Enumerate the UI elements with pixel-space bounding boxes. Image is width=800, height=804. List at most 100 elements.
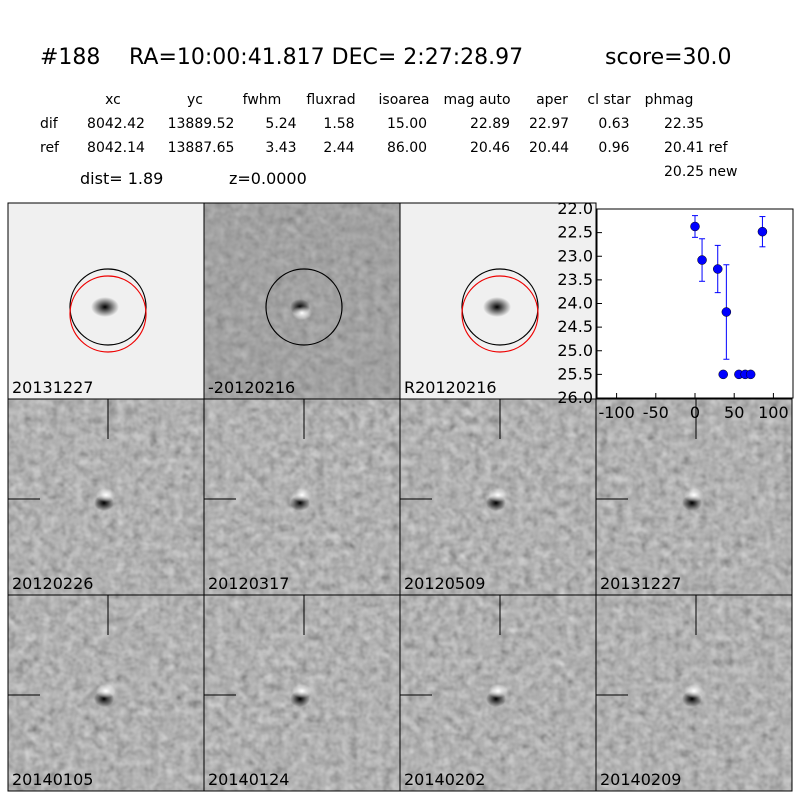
column-header: cl star xyxy=(587,92,630,108)
y-tick-label: 24.5 xyxy=(557,317,593,336)
stamp-label: 20120317 xyxy=(208,574,289,593)
cell: 86.00 xyxy=(387,140,427,156)
stamp-label: 20140202 xyxy=(404,770,485,789)
cell: 8042.42 xyxy=(87,116,145,132)
new-circle xyxy=(461,275,539,353)
cell: 0.96 xyxy=(598,140,629,156)
stamp: 20120226 xyxy=(7,398,205,596)
stamp-label: 20120226 xyxy=(12,574,93,593)
stamp-label: 20140105 xyxy=(12,770,93,789)
stamp: 20140202 xyxy=(399,594,597,792)
dist: dist= 1.89 xyxy=(80,169,163,188)
column-header: mag auto xyxy=(443,92,510,108)
point xyxy=(718,369,728,380)
stamp-label: 20120509 xyxy=(404,574,485,593)
light-blob xyxy=(684,684,704,698)
cell: 8042.14 xyxy=(87,140,145,156)
point xyxy=(745,369,756,380)
y-tick-label: 25.5 xyxy=(557,364,593,383)
stamp: 20131227 xyxy=(7,202,205,400)
stamp-label: -20120216 xyxy=(208,378,295,397)
cell: 1.58 xyxy=(323,116,354,132)
point xyxy=(721,307,732,317)
y-tick-label: 23.5 xyxy=(557,270,593,289)
lightcurve: 22.0 22.5 23.0 23.5 24.0 24.5 25.0 25.5 26.0 -100… xyxy=(557,199,794,422)
stamp: R20120216 xyxy=(399,202,597,400)
cell: 20.41 ref xyxy=(664,140,729,156)
stamps: 20131227 -20120216 R20120216 20120226 201203… xyxy=(7,202,793,792)
row-label: dif xyxy=(40,116,59,132)
column-header: xc xyxy=(105,92,121,108)
stamp-label: 20140209 xyxy=(600,770,681,789)
stamp: 20140209 xyxy=(595,594,793,792)
light-blob xyxy=(684,488,704,502)
column-header: fluxrad xyxy=(306,92,355,108)
stamp-label: 20140124 xyxy=(208,770,289,789)
stamp: 20120509 xyxy=(399,398,597,596)
source xyxy=(483,297,511,317)
y-tick-label: 25.0 xyxy=(557,341,593,360)
light-blob xyxy=(292,306,312,320)
y-tick-label: 22.5 xyxy=(557,223,593,242)
row-label: ref xyxy=(40,140,60,156)
ref-circle xyxy=(461,268,539,346)
cell: 20.25 new xyxy=(664,164,737,180)
y-tick-label: 24.0 xyxy=(557,294,593,313)
light-blob xyxy=(96,488,116,502)
stamp: 20131227 xyxy=(595,398,793,596)
ref-circle xyxy=(69,268,147,346)
stamp-border xyxy=(595,594,793,792)
source xyxy=(91,297,119,317)
light-blob xyxy=(292,684,312,698)
point xyxy=(757,226,768,237)
light-blob xyxy=(96,684,116,698)
stamp: 20120317 xyxy=(203,398,401,596)
score: score=30.0 xyxy=(605,45,732,70)
x-tick-label: 50 xyxy=(724,403,744,422)
y-tick-label: 26.0 xyxy=(557,388,593,407)
cell: 20.46 xyxy=(470,140,510,156)
stamp-label: 20131227 xyxy=(12,378,93,397)
column-header: yc xyxy=(187,92,203,108)
light-blob xyxy=(292,488,312,502)
column-header: fwhm xyxy=(243,92,282,108)
plot-area xyxy=(596,208,794,399)
stamp: 20140105 xyxy=(7,594,205,792)
cell: 20.44 xyxy=(529,140,569,156)
cell: 15.00 xyxy=(387,116,427,132)
x-tick-label: 100 xyxy=(758,403,789,422)
column-header: phmag xyxy=(645,92,694,108)
stamp-label: 20131227 xyxy=(600,574,681,593)
x-tick-label: -50 xyxy=(643,403,669,422)
redshift: z=0.0000 xyxy=(229,169,307,188)
x-tick-label: -100 xyxy=(598,403,634,422)
point xyxy=(712,264,723,274)
cell: 22.35 xyxy=(664,116,704,132)
cell: 13887.65 xyxy=(168,140,235,156)
point xyxy=(697,255,707,265)
table: xc yc fwhm fluxrad isoarea mag auto aper cl sta… xyxy=(40,92,737,180)
coordinates: RA=10:00:41.817 DEC= 2:27:28.97 xyxy=(129,45,523,70)
y-tick-label: 23.0 xyxy=(557,246,593,265)
y-tick-label: 22.0 xyxy=(557,199,593,218)
candidate-id: #188 xyxy=(40,45,100,70)
new-circle xyxy=(69,275,147,353)
column-header: aper xyxy=(536,92,568,108)
cell: 2.44 xyxy=(323,140,354,156)
ref-circle xyxy=(265,268,343,346)
point xyxy=(690,221,700,232)
cell: 22.97 xyxy=(529,116,569,132)
stamp: -20120216 xyxy=(203,202,401,400)
cell: 0.63 xyxy=(598,116,629,132)
column-header: isoarea xyxy=(379,92,430,108)
x-tick-label: 0 xyxy=(690,403,700,422)
cell: 22.89 xyxy=(470,116,510,132)
stamp: 20140124 xyxy=(203,594,401,792)
stamp-label: R20120216 xyxy=(404,378,497,397)
cell: 5.24 xyxy=(265,116,296,132)
cell: 3.43 xyxy=(265,140,296,156)
light-blob xyxy=(488,488,508,502)
light-blob xyxy=(488,684,508,698)
cell: 13889.52 xyxy=(168,116,235,132)
